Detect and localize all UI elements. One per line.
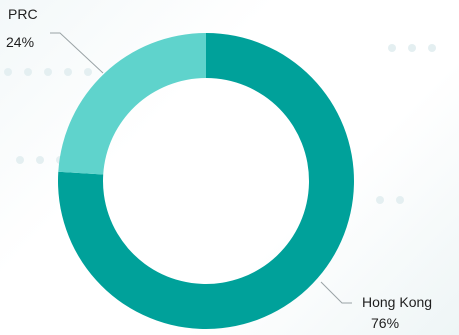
prc-value-label: 24% (6, 34, 34, 50)
donut-slice-hong-kong (57, 33, 355, 330)
prc-leader-line (50, 32, 104, 74)
donut-slices (57, 33, 355, 330)
hong-kong-leader-line (320, 281, 352, 304)
hong-kong-category-label: Hong Kong (362, 294, 432, 310)
donut-slice-prc (58, 33, 206, 175)
hong-kong-value-label: 76% (371, 315, 399, 331)
prc-category-label: PRC (8, 6, 38, 22)
